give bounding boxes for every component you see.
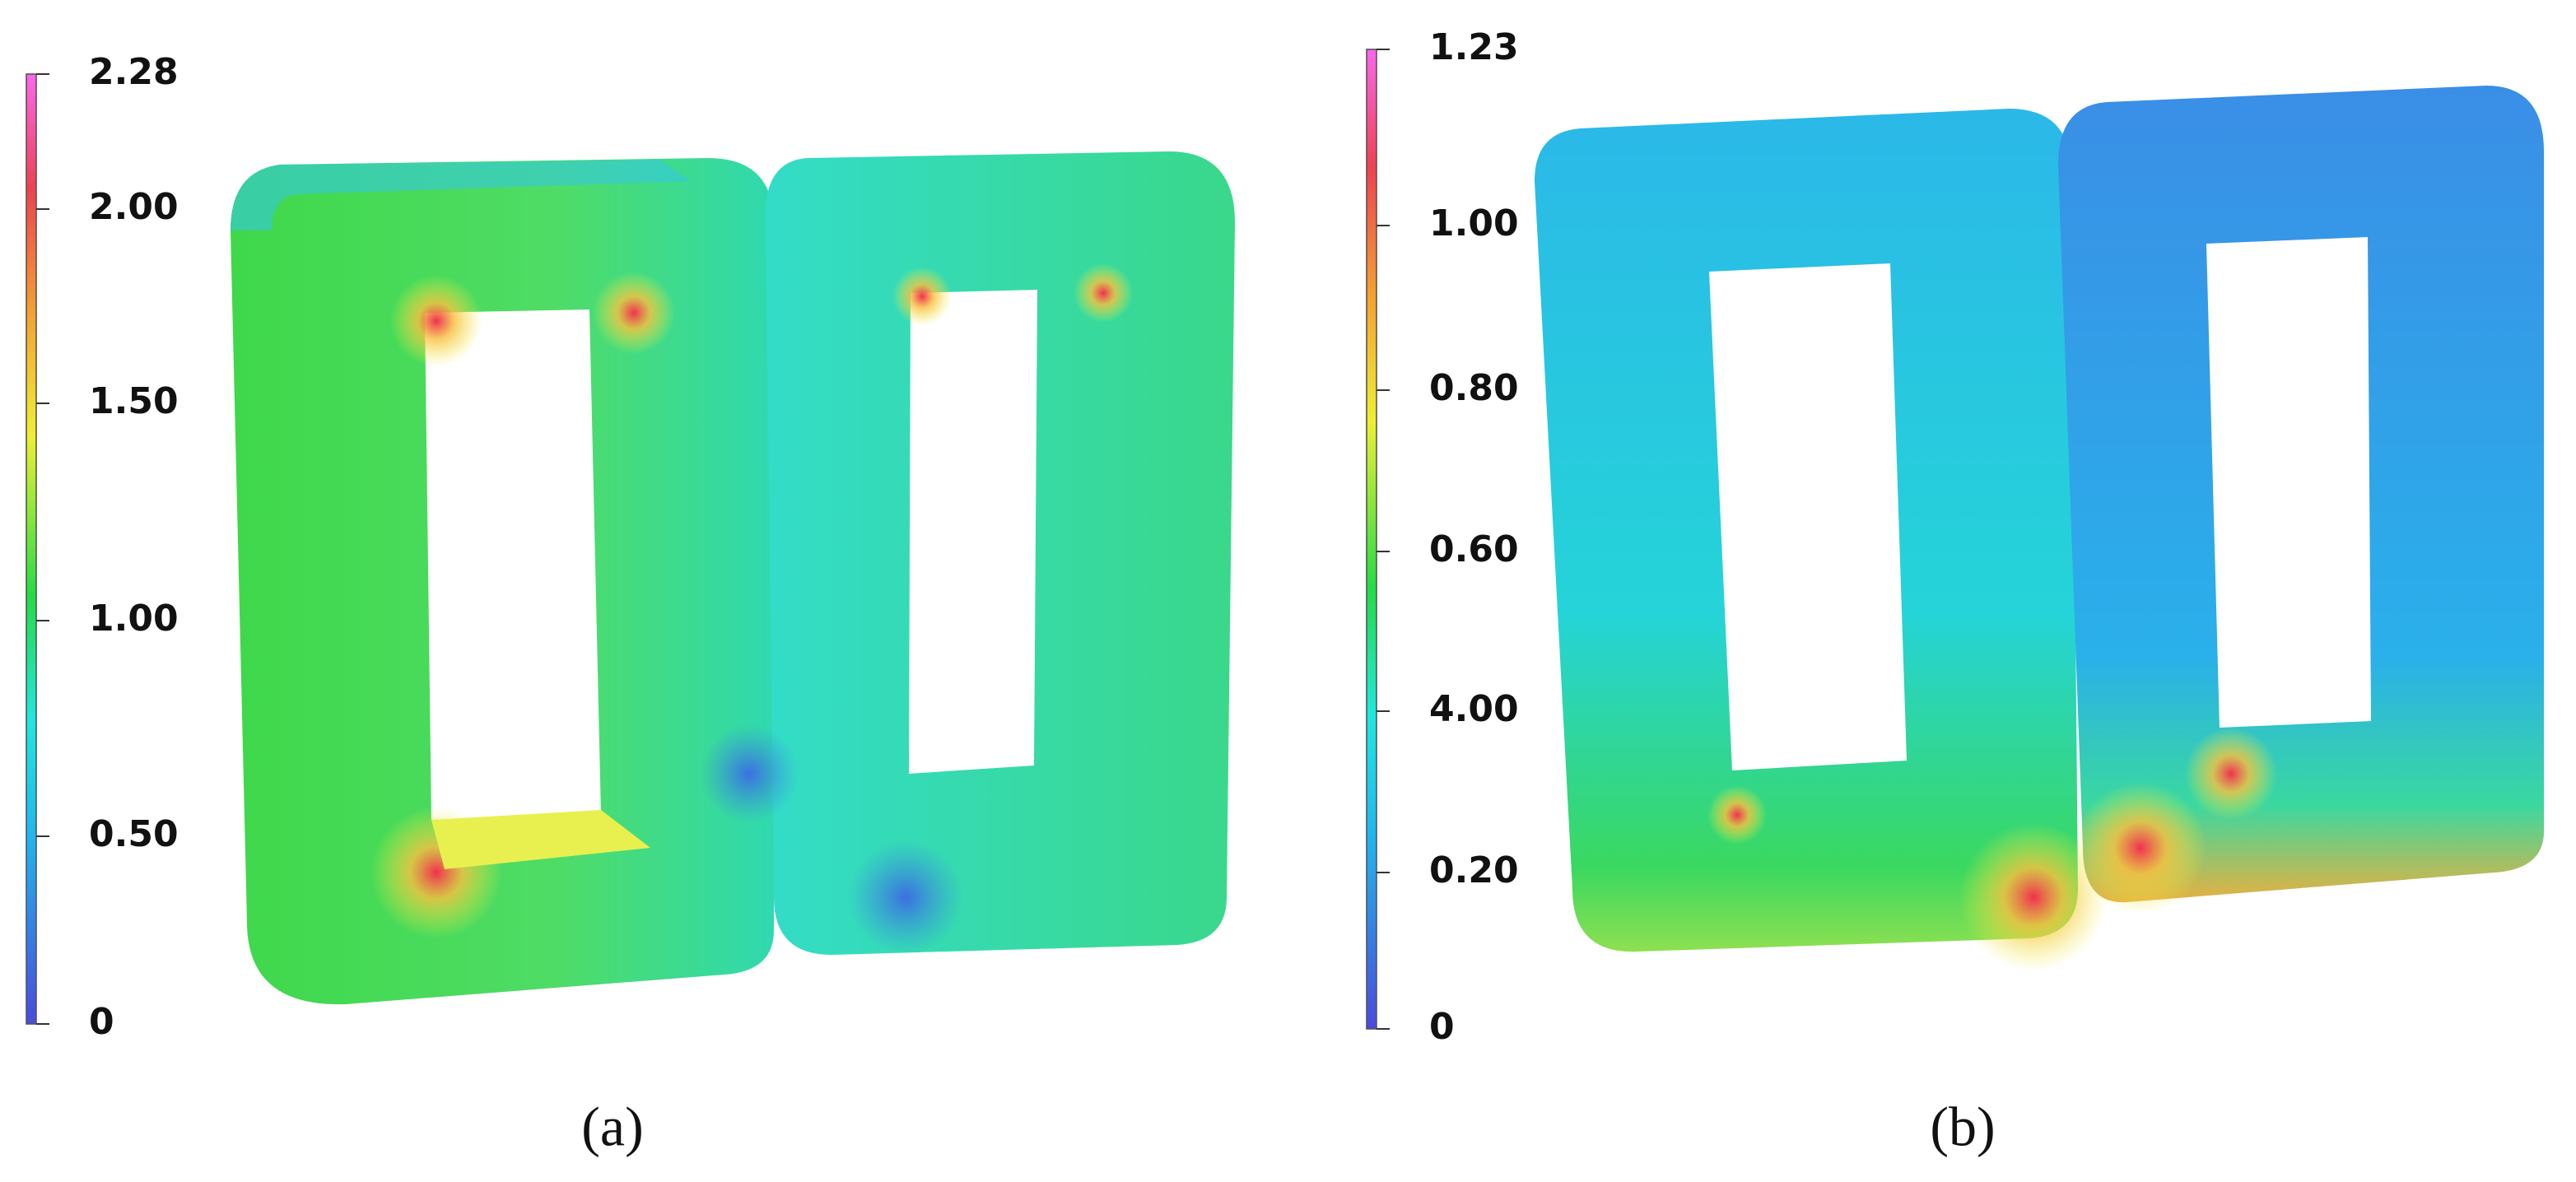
colorbar-tick-label: 1.00 — [89, 598, 179, 640]
colorbar-tick-label: 1.50 — [89, 380, 179, 422]
colorbar-tick-label: 0.80 — [1429, 367, 1519, 409]
colorbar-tick-label: 1.00 — [1429, 202, 1519, 244]
panel-caption: (a) — [581, 1096, 643, 1158]
colorbar-tick-label: 0 — [1429, 1006, 1455, 1048]
colorbar-tick-label: 0.20 — [1429, 849, 1519, 891]
colorbar-tick-label: 4.00 — [1429, 688, 1519, 730]
panel-caption: (b) — [1930, 1096, 1995, 1158]
colorbar-tick-label: 0.60 — [1429, 528, 1519, 570]
core-b-left — [1535, 109, 2108, 971]
colorbar-b — [1366, 49, 1377, 1030]
colorbar-tick-label: 2.28 — [89, 51, 179, 93]
colorbar-tick-label: 0.50 — [89, 813, 179, 855]
colorbar-tick-label: 0 — [89, 1001, 114, 1043]
colorbar-tick-label: 1.23 — [1429, 26, 1519, 68]
colorbar-a — [26, 73, 37, 1025]
core-a-right — [700, 151, 1235, 955]
core-a-left — [231, 158, 774, 1005]
core-b-right — [2058, 86, 2544, 914]
colorbar-tick-label: 2.00 — [89, 186, 179, 228]
